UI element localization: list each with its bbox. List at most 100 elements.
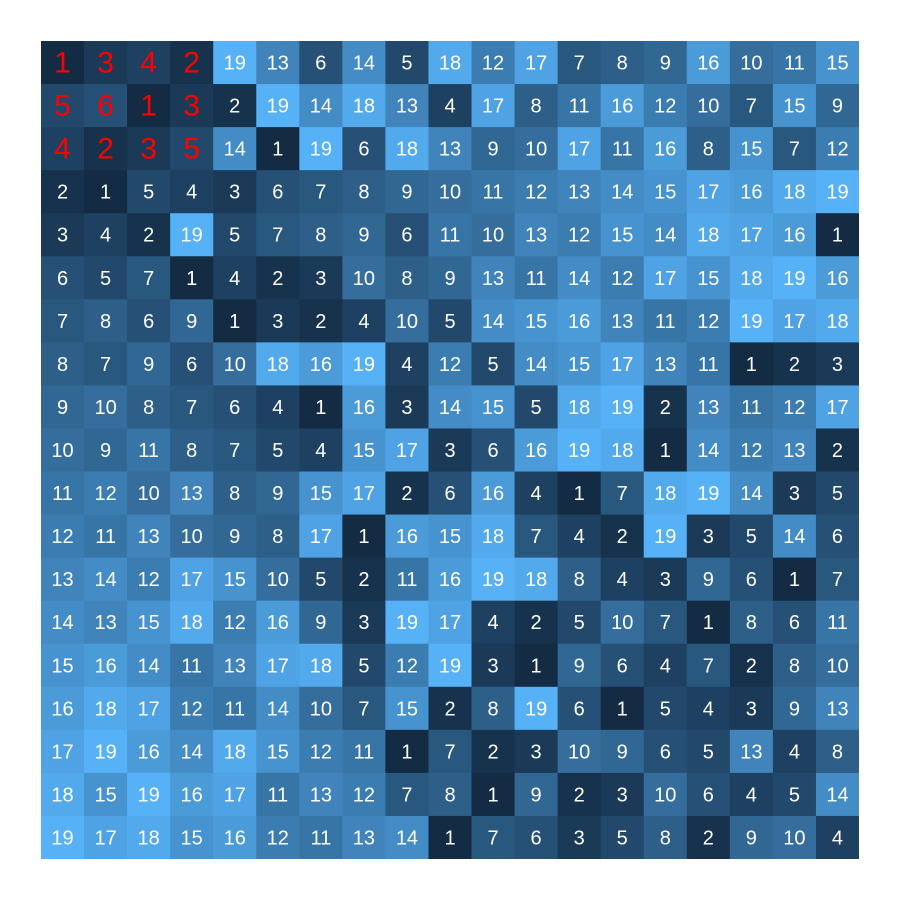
cell-label: 10 [568,741,590,763]
cell-label: 9 [789,698,800,720]
cell-label: 4 [617,569,628,591]
heatmap-cell [686,815,731,859]
heatmap-cell [514,84,559,128]
cell-label: 5 [143,182,154,204]
heatmap-cell [127,41,171,85]
cell-label: 12 [568,225,590,247]
cell-label: 11 [310,827,331,849]
heatmap-cell [428,213,473,257]
cell-label: 17 [525,53,547,75]
cell-label: 16 [697,53,719,75]
cell-label: 9 [57,397,68,419]
cell-label: 6 [186,354,197,376]
cell-label: 7 [487,827,498,849]
heatmap-cell [170,385,214,429]
heatmap-cell [342,643,386,688]
cell-label: 9 [272,483,283,505]
heatmap-cell [643,729,688,774]
cell-label: 13 [310,784,332,806]
cell-label: 14 [224,139,246,161]
cell-label: 19 [525,698,547,720]
cell-label: 3 [444,440,455,462]
heatmap-cell [729,514,774,559]
cell-label: 17 [181,569,203,591]
heatmap-cell [815,471,859,516]
cell-label: 15 [826,53,848,75]
heatmap-cell [170,127,214,171]
heatmap-cell [514,514,559,559]
heatmap-cell [557,815,602,859]
heatmap-cell [815,686,859,731]
cell-label: 6 [832,526,843,548]
heatmap-cell [127,600,171,645]
cell-label: 16 [525,440,547,462]
heatmap-cell [84,686,128,731]
heatmap-cell [514,256,559,300]
cell-label: 14 [138,655,160,677]
cell-label: 14 [740,483,762,505]
heatmap-cell [514,299,559,343]
cell-label: 13 [353,827,375,849]
heatmap-cell [41,428,85,473]
heatmap-cell [342,600,386,645]
cell-label: 18 [224,741,246,763]
highlighted-cell-label: 2 [183,47,200,80]
heatmap-cell [729,772,774,817]
heatmap-cell [471,815,516,859]
heatmap-cell [514,127,559,171]
heatmap-cell [256,213,300,257]
cell-label: 4 [315,440,326,462]
cell-label: 16 [396,526,418,548]
cell-label: 8 [487,698,498,720]
cell-label: 18 [138,827,160,849]
highlighted-cell-label: 5 [183,133,200,166]
cell-label: 10 [783,827,805,849]
heatmap-cell [41,84,85,128]
heatmap-cell [686,84,731,128]
heatmap-cell [342,84,386,128]
heatmap-cell [213,643,257,688]
heatmap-cell [600,385,645,429]
heatmap-cell [256,471,300,516]
heatmap-cell [299,428,343,473]
cell-label: 12 [697,311,719,333]
heatmap-cell [643,342,688,386]
heatmap-cell [127,256,171,300]
heatmap-cell [299,342,343,386]
cell-label: 17 [267,655,289,677]
cell-label: 13 [396,96,418,118]
cell-label: 17 [224,784,246,806]
cell-label: 11 [397,569,418,591]
heatmap-cell [213,428,257,473]
heatmap-cell [299,729,343,774]
highlighted-cell-label: 1 [140,90,157,123]
cell-label: 19 [310,139,332,161]
cell-label: 16 [138,741,160,763]
cell-label: 15 [568,354,590,376]
heatmap-cell [772,772,817,817]
heatmap-cell [686,342,731,386]
heatmap-cell [84,815,128,859]
cell-label: 8 [143,397,154,419]
cell-label: 18 [525,569,547,591]
heatmap-cell [557,643,602,688]
heatmap-cell [428,428,473,473]
cell-label: 10 [94,397,116,419]
cell-label: 8 [444,784,455,806]
cell-label: 2 [574,784,585,806]
cell-label: 16 [224,827,246,849]
heatmap-cell [557,342,602,386]
cell-label: 19 [224,53,246,75]
cell-label: 5 [401,53,412,75]
heatmap-cell [514,170,559,214]
heatmap-cell [686,385,731,429]
cell-label: 7 [574,53,585,75]
cell-label: 14 [826,784,848,806]
heatmap-grid: 1 3 4 2 19 13 6 14 5 18 12 17 7 8 9 16 10 11 155 6 1 3 2 19 14 18… [41,41,859,859]
heatmap-cell [815,385,859,429]
cell-label: 7 [272,225,283,247]
cell-label: 19 [783,268,805,290]
heatmap-cell [256,514,300,559]
cell-label: 10 [482,225,504,247]
cell-label: 18 [740,268,762,290]
